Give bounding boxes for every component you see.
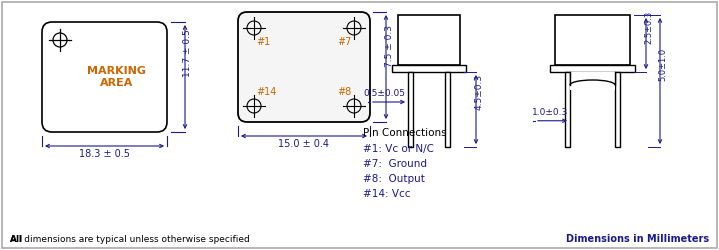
Bar — [445, 72, 450, 147]
Bar — [408, 72, 413, 147]
Text: #8: #8 — [338, 87, 352, 97]
Text: #7:  Ground: #7: Ground — [363, 159, 427, 169]
FancyBboxPatch shape — [238, 12, 370, 122]
Bar — [570, 72, 615, 90]
Text: 4.5±0.3: 4.5±0.3 — [475, 74, 483, 110]
Text: 2.5±0.3: 2.5±0.3 — [644, 10, 654, 43]
Text: #1: Vc or N/C: #1: Vc or N/C — [363, 144, 434, 154]
Bar — [565, 72, 570, 147]
Bar — [615, 72, 620, 147]
Bar — [555, 15, 630, 65]
Text: All dimensions are typical unless otherwise specified: All dimensions are typical unless otherw… — [10, 235, 249, 244]
Text: 15.0 ± 0.4: 15.0 ± 0.4 — [278, 139, 329, 149]
Text: All: All — [10, 235, 23, 244]
Text: MARKING
AREA: MARKING AREA — [88, 66, 147, 88]
Text: #7: #7 — [338, 37, 352, 47]
Text: Pin Connections: Pin Connections — [363, 128, 446, 138]
Text: 0.5±0.05: 0.5±0.05 — [363, 89, 405, 98]
Text: 11.7 ± 0.5: 11.7 ± 0.5 — [183, 29, 193, 77]
Text: 1.0±0.3: 1.0±0.3 — [532, 108, 568, 117]
Bar — [392, 65, 466, 72]
Text: 5.0±1.0: 5.0±1.0 — [659, 48, 667, 81]
Text: #8:  Output: #8: Output — [363, 174, 425, 184]
Text: 7.5 ± 0.3: 7.5 ± 0.3 — [385, 25, 393, 67]
Text: #1: #1 — [256, 37, 270, 47]
FancyBboxPatch shape — [42, 22, 167, 132]
Text: #14: Vcc: #14: Vcc — [363, 189, 411, 199]
Bar — [398, 15, 460, 65]
Bar — [550, 65, 635, 72]
Text: Dimensions in Millimeters: Dimensions in Millimeters — [566, 234, 709, 244]
Text: #14: #14 — [256, 87, 276, 97]
Text: 18.3 ± 0.5: 18.3 ± 0.5 — [79, 149, 130, 159]
